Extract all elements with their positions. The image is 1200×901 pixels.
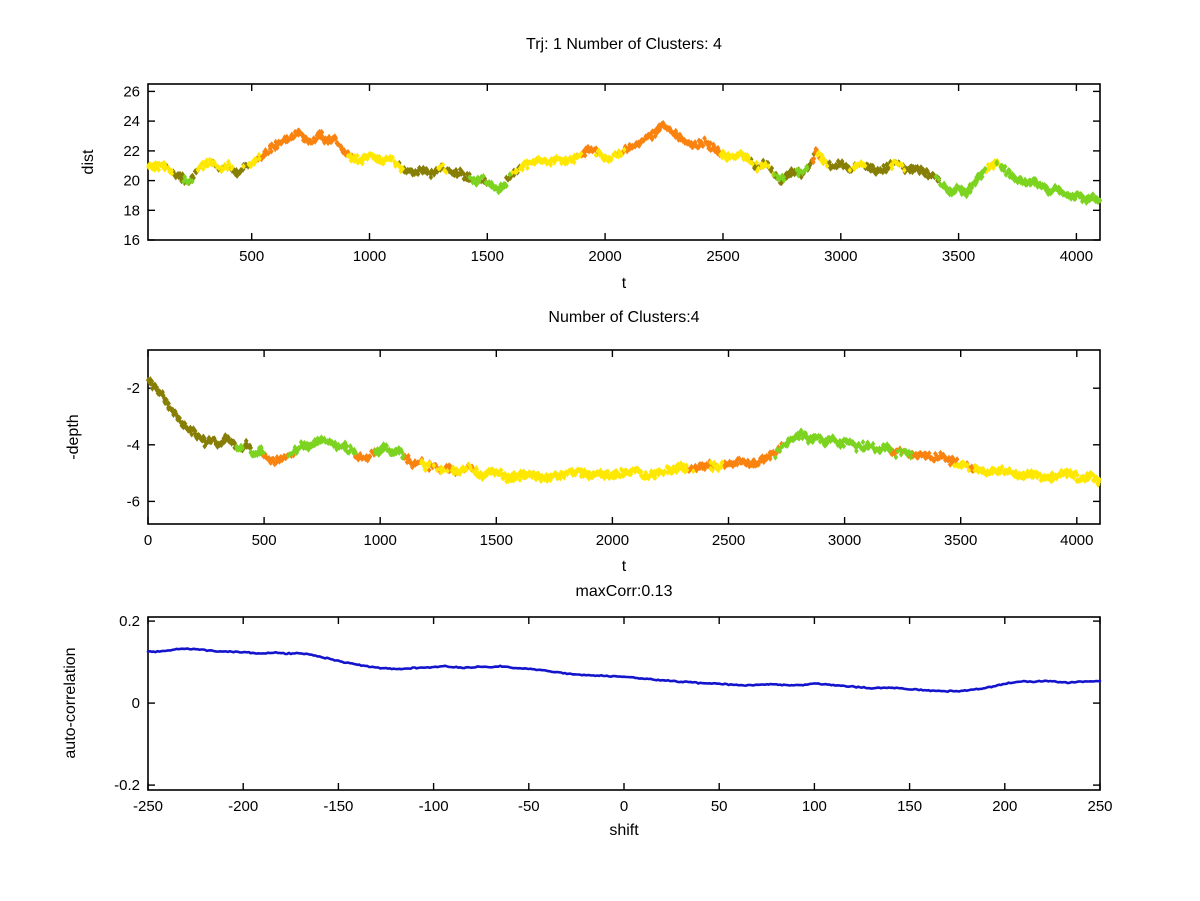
x-tick-label: 2500 xyxy=(706,248,739,265)
subplot1-xaxis-label: t xyxy=(621,275,627,292)
y-tick-label: 16 xyxy=(123,232,140,249)
scatter-points-cluster-dark-yellow xyxy=(145,376,253,454)
scatter-points-cluster-dark-yellow xyxy=(164,150,942,190)
x-tick-label: -250 xyxy=(133,798,163,815)
subplot1-title: Trj: 1 Number of Clusters: 4 xyxy=(526,36,722,53)
x-tick-label: -150 xyxy=(323,798,353,815)
axes-box-3 xyxy=(147,616,1101,791)
x-tick-label: 4000 xyxy=(1060,532,1093,549)
x-tick-label: 50 xyxy=(711,798,728,815)
y-tick-label: -0.2 xyxy=(114,777,140,794)
x-tick-label: 0 xyxy=(620,798,628,815)
y-tick-label: 26 xyxy=(123,83,140,100)
scatter-points-cluster-yellow xyxy=(419,457,1102,488)
x-tick-label: 4000 xyxy=(1060,248,1093,265)
scatter-points-cluster-yellow xyxy=(146,146,1003,178)
axes-box-2 xyxy=(147,349,1101,525)
subplot3-yaxis-label: auto-correlation xyxy=(62,647,79,759)
x-tick-label: 1500 xyxy=(471,248,504,265)
x-tick-label: 1000 xyxy=(364,532,397,549)
x-tick-label: 2500 xyxy=(712,532,745,549)
x-tick-label: 3500 xyxy=(942,248,975,265)
x-tick-label: 250 xyxy=(1087,798,1112,815)
subplot1-yaxis-label: dist xyxy=(80,149,97,175)
x-tick-label: 0 xyxy=(144,532,152,549)
subplot3-xaxis-label: shift xyxy=(609,822,639,839)
scatter-points-cluster-green xyxy=(181,159,1103,206)
x-tick-label: 200 xyxy=(992,798,1017,815)
scatter-points-cluster-orange xyxy=(253,119,826,166)
y-tick-label: 0.2 xyxy=(119,613,140,630)
subplot2-xaxis-label: t xyxy=(621,558,627,575)
x-tick-label: 2000 xyxy=(596,532,629,549)
scatter-points-cluster-green xyxy=(234,427,914,461)
x-tick-label: -50 xyxy=(518,798,540,815)
y-tick-label: 24 xyxy=(123,113,140,130)
x-tick-label: 500 xyxy=(239,248,264,265)
x-tick-label: 150 xyxy=(897,798,922,815)
y-tick-label: 22 xyxy=(123,143,140,160)
x-tick-label: -200 xyxy=(228,798,258,815)
axes-box-1 xyxy=(147,83,1101,241)
x-tick-label: 3500 xyxy=(944,532,977,549)
y-tick-label: 0 xyxy=(132,695,140,712)
subplot2-yaxis-label: -depth xyxy=(65,414,82,460)
y-tick-label: 20 xyxy=(123,173,140,190)
x-tick-label: 3000 xyxy=(824,248,857,265)
y-tick-label: -4 xyxy=(127,437,140,454)
x-tick-label: 1500 xyxy=(480,532,513,549)
y-tick-label: -6 xyxy=(127,493,140,510)
subplot3-title: maxCorr:0.13 xyxy=(575,583,673,600)
x-tick-label: 100 xyxy=(802,798,827,815)
autocorrelation-line xyxy=(146,647,1102,693)
y-tick-label: -2 xyxy=(127,380,140,397)
x-tick-label: 3000 xyxy=(828,532,861,549)
x-tick-label: 500 xyxy=(252,532,277,549)
subplot2-title: Number of Clusters:4 xyxy=(548,309,700,326)
x-tick-label: 2000 xyxy=(588,248,621,265)
x-tick-label: 1000 xyxy=(353,248,386,265)
y-tick-label: 18 xyxy=(123,202,140,219)
x-tick-label: -100 xyxy=(419,798,449,815)
